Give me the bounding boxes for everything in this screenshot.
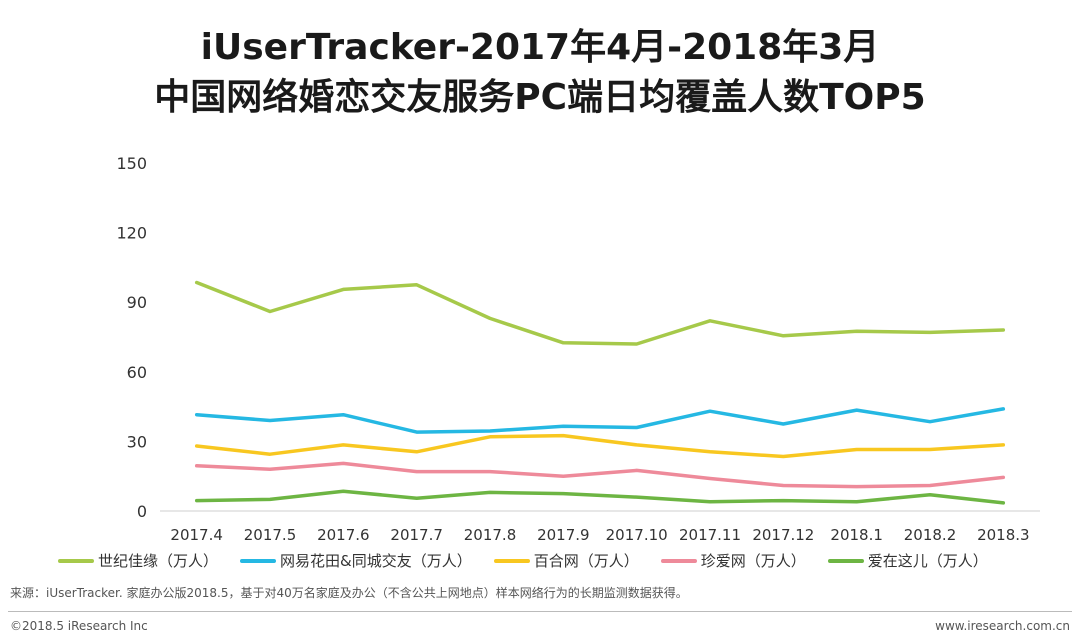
series-line-5 bbox=[194, 489, 1006, 505]
x-tick-label: 2017.4 bbox=[170, 526, 223, 544]
legend-swatch bbox=[493, 558, 530, 563]
footer-divider bbox=[8, 611, 1072, 612]
x-tick-label: 2018.1 bbox=[830, 526, 883, 544]
legend-item-5: 爱在这儿（万人） bbox=[827, 550, 988, 571]
y-tick-label: 120 bbox=[116, 224, 147, 243]
legend-item-3: 百合网（万人） bbox=[493, 550, 639, 571]
x-tick-label: 2017.11 bbox=[679, 526, 741, 544]
line-chart: 0 30 60 90 120 150 2017.4 2017.5 2017.6 2017.7 201… bbox=[116, 154, 1040, 544]
legend-swatch bbox=[58, 558, 94, 563]
legend-label: 爱在这儿（万人） bbox=[867, 552, 988, 570]
source-note: 来源：iUserTracker. 家庭办公版2018.5，基于对40万名家庭及办… bbox=[10, 586, 688, 600]
y-tick-label: 30 bbox=[127, 432, 147, 451]
x-tick-label: 2017.9 bbox=[537, 526, 590, 544]
legend-item-2: 网易花田&同城交友（万人） bbox=[240, 550, 472, 571]
x-tick-label: 2017.7 bbox=[390, 526, 443, 544]
x-tick-label: 2017.12 bbox=[752, 526, 814, 544]
y-tick-label: 150 bbox=[116, 154, 147, 173]
y-tick-label: 0 bbox=[137, 502, 147, 521]
x-tick-label: 2018.2 bbox=[904, 526, 957, 544]
series-line-2 bbox=[194, 407, 1006, 434]
legend-label: 百合网（万人） bbox=[533, 552, 639, 570]
x-tick-label: 2017.5 bbox=[244, 526, 297, 544]
website-link[interactable]: www.iresearch.com.cn bbox=[935, 619, 1070, 633]
legend-label: 世纪佳缘（万人） bbox=[98, 552, 219, 570]
chart-title: iUserTracker-2017年4月-2018年3月 bbox=[200, 27, 880, 68]
legend-swatch bbox=[827, 558, 864, 563]
y-tick-label: 90 bbox=[127, 293, 147, 312]
legend-item-4: 珍爱网（万人） bbox=[660, 550, 806, 571]
legend-swatch bbox=[660, 558, 697, 563]
legend-label: 网易花田&同城交友（万人） bbox=[280, 552, 472, 570]
chart-subtitle: 中国网络婚恋交友服务PC端日均覆盖人数TOP5 bbox=[154, 77, 926, 118]
x-tick-label: 2017.10 bbox=[606, 526, 668, 544]
x-tick-label: 2018.3 bbox=[977, 526, 1030, 544]
y-tick-label: 60 bbox=[127, 363, 147, 382]
series-line-1 bbox=[194, 280, 1006, 346]
series-line-3 bbox=[194, 433, 1006, 459]
legend-swatch bbox=[240, 558, 277, 563]
x-tick-label: 2017.6 bbox=[317, 526, 370, 544]
x-tick-label: 2017.8 bbox=[464, 526, 517, 544]
series-line-4 bbox=[194, 461, 1006, 489]
chart-legend: 世纪佳缘（万人） 网易花田&同城交友（万人） 百合网（万人） 珍爱网（万人） 爱在这儿（… bbox=[58, 550, 1058, 571]
legend-item-1: 世纪佳缘（万人） bbox=[58, 550, 218, 571]
legend-label: 珍爱网（万人） bbox=[700, 552, 806, 570]
copyright-text: ©2018.5 iResearch Inc bbox=[10, 619, 148, 633]
